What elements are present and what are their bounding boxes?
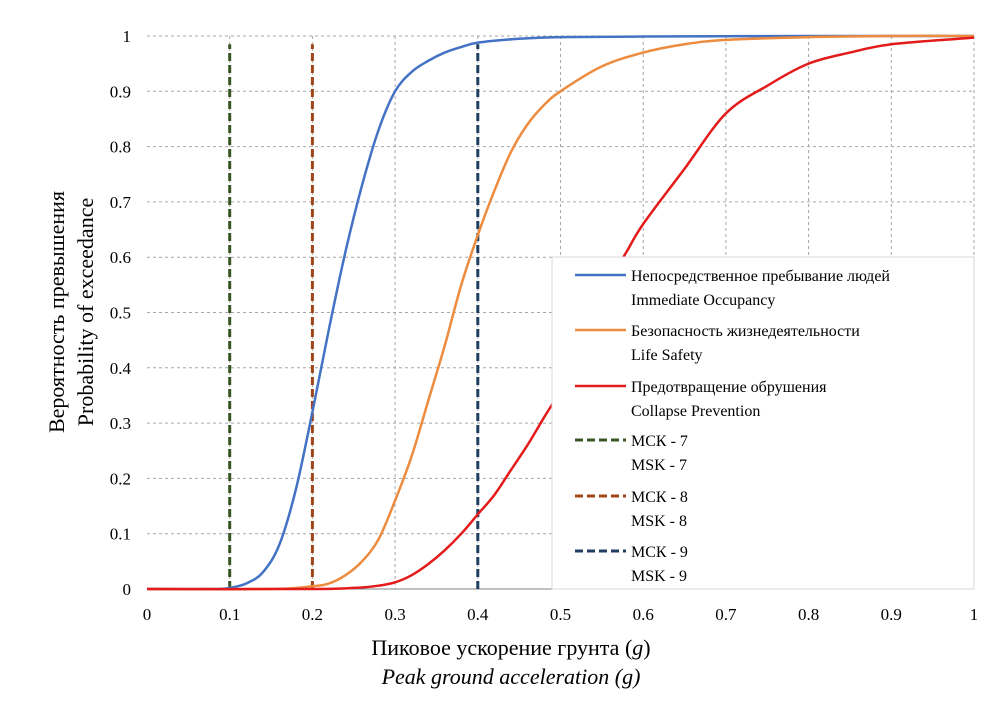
y-tick-label: 0.4 <box>110 359 132 378</box>
reference-lines <box>228 44 480 589</box>
y-tick-label: 1 <box>123 27 132 46</box>
y-tick-label: 0.3 <box>110 414 131 433</box>
x-tick-label: 1 <box>970 605 979 624</box>
y-tick-label: 0.5 <box>110 304 131 323</box>
x-axis-title-ru: Пиковое ускорение грунта (g) <box>371 635 650 660</box>
y-tick-label: 0.7 <box>110 193 132 212</box>
x-tick-label: 0 <box>143 605 152 624</box>
y-tick-labels: 0 0.1 0.2 0.3 0.4 0.5 0.6 0.7 0.8 0.9 1 <box>110 27 132 599</box>
legend-label: Безопасность жизнедеятельности <box>631 323 860 340</box>
legend-label: Предотвращение обрушения <box>631 379 827 396</box>
y-tick-label: 0.9 <box>110 82 131 101</box>
x-tick-label: 0.6 <box>633 605 654 624</box>
legend-label: Непосредственное пребывание людей <box>631 268 890 285</box>
y-tick-label: 0.1 <box>110 525 131 544</box>
legend-label-en: Immediate Occupancy <box>631 292 775 309</box>
x-tick-labels: 0 0.1 0.2 0.3 0.4 0.5 0.6 0.7 0.8 0.9 1 <box>143 605 979 624</box>
legend-label: МСК - 7 <box>631 433 688 450</box>
y-axis-title-ru: Вероятность превышения <box>44 191 69 433</box>
x-tick-label: 0.7 <box>715 605 737 624</box>
legend-label-en: Life Safety <box>631 347 703 364</box>
y-axis-title-en: Probability of exceedance <box>73 198 98 426</box>
legend-label-en: MSK - 7 <box>631 457 687 474</box>
x-tick-label: 0.3 <box>384 605 405 624</box>
x-axis-title-en: Peak ground acceleration (g) <box>381 664 641 689</box>
legend-label-en: MSK - 9 <box>631 568 687 585</box>
x-tick-label: 0.2 <box>302 605 323 624</box>
series-line <box>146 34 975 591</box>
legend-label: МСК - 9 <box>631 544 688 561</box>
legend-label-en: Collapse Prevention <box>631 403 760 420</box>
x-tick-label: 0.8 <box>798 605 819 624</box>
x-tick-label: 0.9 <box>881 605 902 624</box>
series-line <box>146 34 975 591</box>
series-line <box>146 36 975 591</box>
y-tick-label: 0.6 <box>110 248 131 267</box>
legend-label-en: MSK - 8 <box>631 513 687 530</box>
series-lines <box>146 34 975 591</box>
y-tick-label: 0.8 <box>110 138 131 157</box>
legend-label: МСК - 8 <box>631 489 688 506</box>
legend-box <box>551 256 975 590</box>
y-tick-label: 0 <box>123 580 132 599</box>
x-tick-label: 0.1 <box>219 605 240 624</box>
x-tick-label: 0.5 <box>550 605 571 624</box>
x-tick-label: 0.4 <box>467 605 489 624</box>
y-tick-label: 0.2 <box>110 469 131 488</box>
legend: Непосредственное пребывание людей Immedia… <box>551 256 975 590</box>
